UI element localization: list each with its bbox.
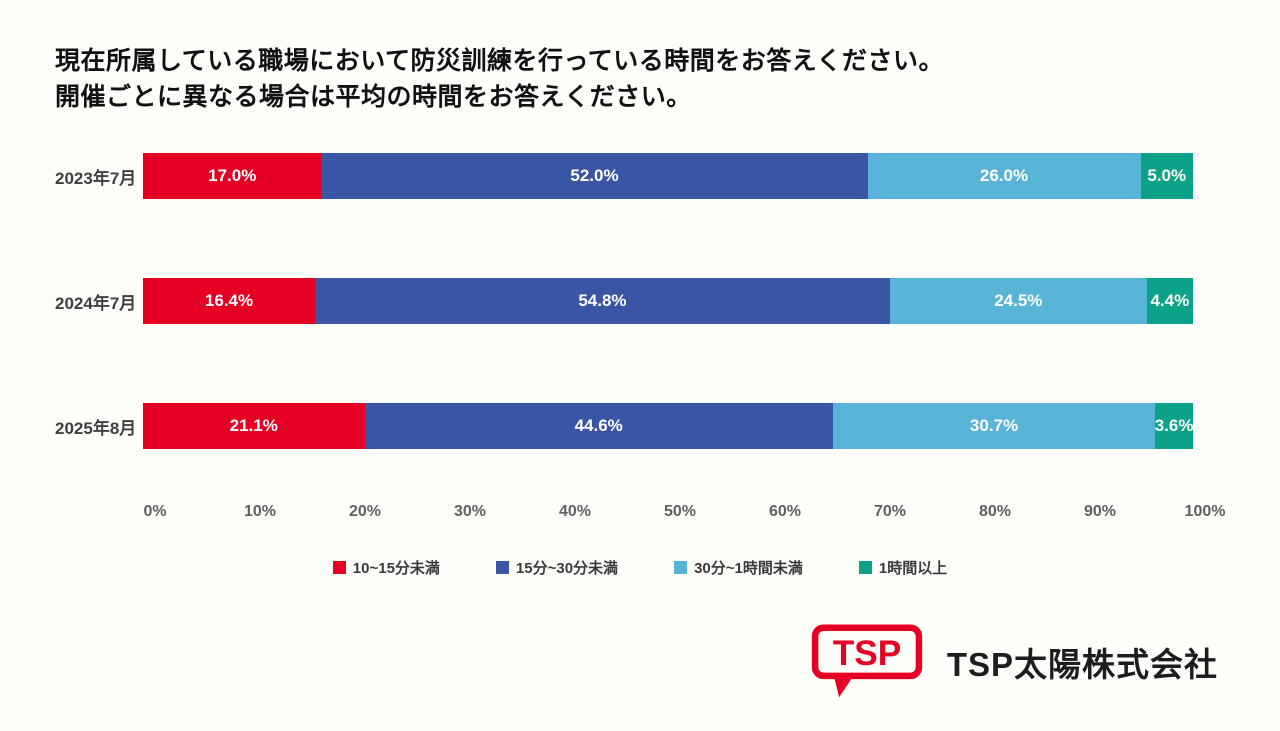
tsp-logo-icon: TSP: [811, 624, 922, 698]
value-label: 3.6%: [1154, 416, 1194, 435]
bar-segment: 21.1%: [143, 403, 365, 449]
legend-item: 30分~1時間未満: [674, 557, 803, 578]
value-label: 54.8%: [578, 291, 627, 310]
legend-item: 1時間以上: [858, 557, 948, 578]
x-axis-tick: 50%: [663, 503, 697, 520]
legend-label: 1時間以上: [878, 560, 948, 577]
value-label: 21.1%: [229, 416, 278, 435]
stacked-bar: 21.1% 44.6% 30.7% 3.6%: [143, 403, 1193, 449]
bar-segment: 5.0%: [1140, 153, 1193, 199]
chart-row: 2025年8月 21.1% 44.6% 30.7% 3.6%: [55, 403, 1280, 449]
x-axis-tick: 80%: [978, 503, 1012, 520]
x-axis-tick: 70%: [873, 503, 907, 520]
value-label: 44.6%: [574, 416, 623, 435]
legend-swatch: [858, 561, 872, 574]
legend-item: 15分~30分未満: [495, 557, 619, 578]
legend-label: 10~15分未満: [352, 560, 440, 577]
x-axis-tick: 60%: [768, 503, 802, 520]
x-axis-tick: 100%: [1184, 503, 1226, 520]
value-label: 26.0%: [979, 166, 1029, 185]
x-axis-tick: 30%: [453, 503, 487, 520]
chart-title: 現在所属している職場において防災訓練を行っている時間をお答えください。 開催ごと…: [0, 0, 1280, 115]
chart-row: 2024年7月 16.4% 54.8% 24.5% 4.4%: [55, 278, 1280, 324]
value-label: 4.4%: [1150, 291, 1190, 310]
x-axis-tick: 20%: [348, 503, 382, 520]
company-name: TSP太陽株式会社: [946, 646, 1218, 683]
legend-item: 10~15分未満: [332, 557, 440, 578]
x-axis-tick: 90%: [1083, 503, 1117, 520]
legend-swatch: [495, 561, 509, 574]
legend-label: 30分~1時間未満: [694, 560, 803, 577]
category-label: 2025年8月: [55, 418, 137, 438]
bar-segment: 3.6%: [1155, 403, 1193, 449]
value-label: 17.0%: [208, 166, 257, 185]
stacked-bar: 16.4% 54.8% 24.5% 4.4%: [143, 278, 1193, 324]
x-axis-tick: 40%: [558, 503, 592, 520]
bar-segment: 54.8%: [315, 278, 890, 324]
bar-segment: 52.0%: [321, 153, 868, 199]
bar-segment: 30.7%: [832, 403, 1156, 449]
value-label: 16.4%: [204, 291, 254, 310]
legend-swatch: [332, 561, 346, 574]
bar-segment: 4.4%: [1146, 278, 1193, 324]
stacked-bar-chart: 2023年7月 17.0% 52.0% 26.0% 5.0% 2024年7月 16.4% 54…: [0, 153, 1280, 523]
value-label: 52.0%: [570, 166, 619, 185]
legend-swatch: [674, 561, 688, 574]
bar-segment: 24.5%: [889, 278, 1147, 324]
stacked-bar: 17.0% 52.0% 26.0% 5.0%: [143, 153, 1193, 199]
chart-title-line1: 現在所属している職場において防災訓練を行っている時間をお答えください。: [55, 47, 945, 75]
value-label: 30.7%: [969, 416, 1019, 435]
value-label: 5.0%: [1147, 166, 1187, 185]
bar-segment: 16.4%: [143, 278, 316, 324]
category-label: 2023年7月: [55, 168, 137, 188]
bar-segment: 44.6%: [364, 403, 833, 449]
chart-row: 2023年7月 17.0% 52.0% 26.0% 5.0%: [55, 153, 1280, 199]
bar-segment: 17.0%: [143, 153, 322, 199]
x-axis: 0% 10% 20% 30% 40% 50% 60% 70% 80% 90% 100%: [143, 503, 1225, 523]
x-axis-tick: 0%: [143, 503, 167, 520]
brand-footer: TSP TSP太陽株式会社: [0, 624, 1280, 700]
chart-rows: 2023年7月 17.0% 52.0% 26.0% 5.0% 2024年7月 16.4% 54…: [55, 153, 1280, 449]
tsp-logo-text: TSP: [833, 634, 901, 673]
x-axis-tick: 10%: [243, 503, 277, 520]
legend-label: 15分~30分未満: [515, 560, 619, 577]
chart-title-line2: 開催ごとに異なる場合は平均の時間をお答えください。: [55, 83, 692, 111]
category-label: 2024年7月: [55, 293, 137, 313]
value-label: 24.5%: [994, 291, 1043, 310]
legend: 10~15分未満 15分~30分未満 30分~1時間未満 1時間以上: [0, 557, 1280, 578]
bar-segment: 26.0%: [867, 153, 1141, 199]
